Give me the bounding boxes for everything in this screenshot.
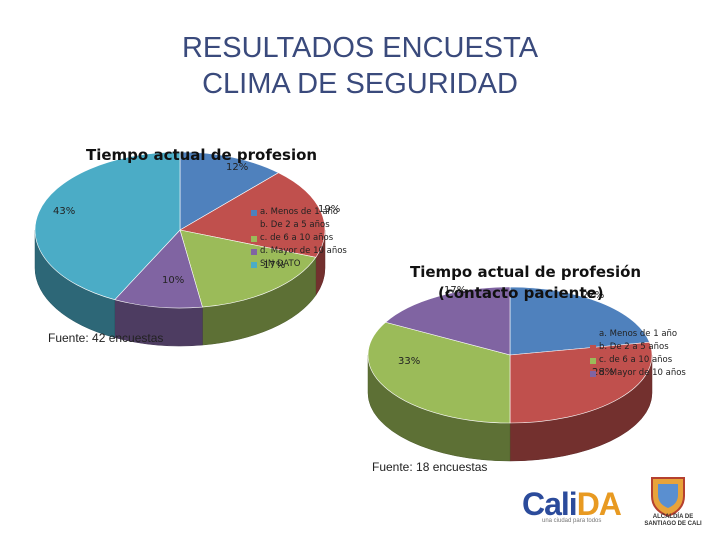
legend-swatch [251,248,257,255]
pie2-slice-3 [367,321,511,424]
pie1-legend-item-2: b. De 2 a 5 años [251,219,347,232]
pie2-legend-item-4: d. Mayor de 10 años [590,367,686,380]
chart1-source: Fuente: 42 encuestas [48,331,164,345]
cali-logo-text: Cali [522,486,578,522]
cali-logo-tagline: una ciudad para todos [542,518,602,524]
pie1-legend-item-3: c. de 6 a 10 años [251,232,347,245]
seal-line1: ALCALDÍA DE [652,514,694,520]
pie1-legend-item-5: SIN DATO [251,258,347,271]
pie1-legend-item-1: a. Menos de 1 año [251,206,347,219]
pie1-slice-5 [34,151,181,300]
legend-swatch [251,209,257,216]
slide-title-line2: CLIMA DE SEGURIDAD [202,68,518,100]
pie2-legend-item-3: c. de 6 a 10 años [590,354,686,367]
chart2-legend: a. Menos de 1 año b. De 2 a 5 años c. de 6… [590,328,686,380]
pie1-slice-4 [114,229,203,309]
pie1-slice-1 [179,151,280,231]
legend-swatch [590,370,596,377]
legend-swatch [251,261,257,268]
pie2-value-label-4: 17% [444,285,466,296]
pie1-legend-item-4: d. Mayor de 10 años [251,245,347,258]
pie2-value-label-1: 22% [582,290,604,301]
seal-line2: SANTIAGO DE CALI [644,521,702,527]
pie1-value-label-5: 43% [53,206,75,217]
pie2-legend-item-1: a. Menos de 1 año [590,328,686,341]
pie2-value-label-2: 28% [592,367,614,378]
legend-swatch [251,222,257,229]
pie-chart-1: 12% 19% 17% 10% 43% [34,151,340,347]
chart2-title-line1: Tiempo actual de profesión [410,263,642,281]
legend-swatch [590,331,596,338]
chart1-title: Tiempo actual de profesion [86,146,318,164]
legend-label: c. de 6 a 10 años [260,233,334,243]
pie1-value-label-3: 17% [263,260,285,271]
cali-logo-accent: DA [576,486,622,522]
slide-title-line1: RESULTADOS ENCUESTA [181,32,539,64]
legend-swatch [251,235,257,242]
pie2-slice-2 [509,341,653,424]
legend-label: d. Mayor de 10 años [260,246,347,256]
pie1-value-label-4: 10% [162,275,184,286]
legend-label: c. de 6 a 10 años [599,355,673,365]
pie1-value-label-1: 12% [226,162,248,173]
legend-swatch [590,344,596,351]
legend-label: a. Menos de 1 año [260,207,339,217]
chart2-source: Fuente: 18 encuestas [372,460,488,474]
slide-title: RESULTADOS ENCUESTA CLIMA DE SEGURIDAD [0,30,720,102]
pie1-slice-3 [179,229,317,308]
pie2-slice-1 [509,286,650,356]
pie2-value-label-3: 33% [398,356,420,367]
legend-swatch [590,357,596,364]
legend-label: SIN DATO [260,259,301,269]
pie1-value-label-2: 19% [318,204,340,215]
chart2-title-line2: (contacto paciente) [438,284,604,302]
legend-label: b. De 2 a 5 años [260,220,330,230]
chart1-legend: a. Menos de 1 año b. De 2 a 5 años c. de 6… [251,206,347,271]
pie2-legend-item-2: b. De 2 a 5 años [590,341,686,354]
pie2-slice-4 [384,286,511,356]
cali-logo: CaliDA [522,486,622,523]
legend-label: a. Menos de 1 año [599,329,678,339]
legend-label: d. Mayor de 10 años [599,368,686,378]
pie-chart-2: 22% 28% 33% 17% [367,285,653,462]
legend-label: b. De 2 a 5 años [599,342,669,352]
alcaldia-seal-text: ALCALDÍA DE SANTIAGO DE CALI [633,514,713,528]
